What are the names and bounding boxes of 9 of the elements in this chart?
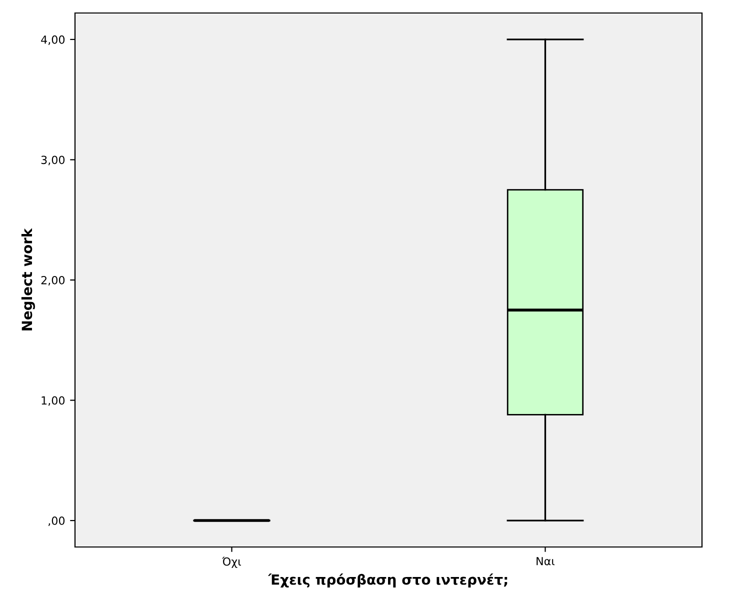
y-tick-label: 2,00 bbox=[41, 276, 65, 286]
x-tick-label: Όχι bbox=[222, 556, 241, 568]
x-axis-title: Έχεις πρόσβαση στο ιντερνέτ; bbox=[268, 573, 508, 588]
y-tick-label: 3,00 bbox=[41, 156, 65, 166]
y-axis-title: Neglect work bbox=[21, 228, 35, 330]
y-tick-label: 4,00 bbox=[41, 35, 65, 45]
x-tick-label: Ναι bbox=[536, 557, 555, 566]
y-tick-label: 1,00 bbox=[42, 396, 65, 406]
y-tick-label: ,00 bbox=[48, 516, 65, 526]
